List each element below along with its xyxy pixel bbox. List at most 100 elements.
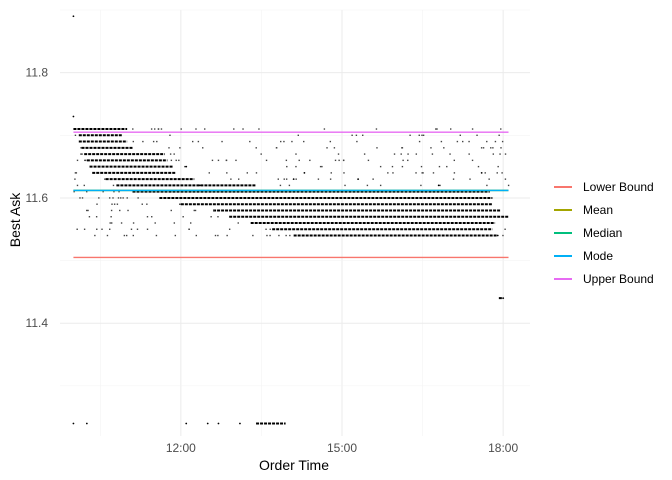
- scatter-noise-point: [492, 147, 494, 149]
- scatter-noise-point: [111, 222, 113, 224]
- scatter-noise-point: [184, 165, 186, 168]
- scatter-noise-point: [168, 147, 170, 149]
- scatter-noise-point: [338, 159, 340, 162]
- scatter-noise-point: [84, 159, 87, 162]
- scatter-noise-point: [233, 128, 235, 130]
- legend-label-upper-bound: Upper Bound: [583, 272, 654, 286]
- scatter-noise-point: [170, 159, 173, 162]
- scatter-noise-point: [157, 128, 160, 130]
- scatter-noise-point: [86, 190, 88, 193]
- scatter-noise-point: [446, 165, 448, 168]
- scatter-noise-point: [154, 128, 156, 130]
- scatter-point: [85, 422, 88, 425]
- scatter-noise-point: [83, 228, 86, 230]
- scatter-noise-point: [351, 134, 353, 136]
- scatter-noise-point: [502, 234, 504, 237]
- scatter-point: [303, 171, 306, 174]
- scatter-noise-point: [87, 209, 89, 212]
- scatter-noise-point: [110, 209, 113, 212]
- scatter-noise-point: [235, 159, 237, 162]
- scatter-noise-point: [490, 147, 492, 149]
- scatter-noise-point: [501, 140, 504, 143]
- scatter-noise-point: [459, 134, 461, 136]
- scatter-noise-point: [418, 134, 420, 136]
- scatter-noise-point: [453, 172, 456, 174]
- legend-label-median: Median: [583, 226, 622, 240]
- scatter-noise-point: [210, 216, 212, 218]
- scatter-noise-point: [500, 147, 502, 149]
- scatter-noise-point: [217, 234, 219, 237]
- scatter-noise-point: [456, 140, 459, 143]
- scatter-noise-point: [439, 184, 441, 187]
- scatter-noise-point: [450, 128, 452, 130]
- scatter-noise-point: [344, 184, 346, 187]
- scatter-noise-point: [258, 128, 260, 130]
- y-tick-label: 11.4: [26, 316, 49, 330]
- scatter-noise-point: [104, 178, 106, 180]
- scatter-noise-point: [504, 178, 507, 180]
- scatter-noise-point: [430, 147, 432, 149]
- scatter-noise-point: [356, 140, 358, 143]
- scatter-noise-point: [106, 234, 109, 237]
- scatter-noise-point: [476, 134, 478, 136]
- scatter-noise-point: [418, 140, 421, 143]
- legend: Lower Bound Mean Median Mode Upper Bound: [554, 180, 654, 286]
- scatter-noise-point: [468, 153, 470, 155]
- scatter-noise-point: [337, 153, 340, 155]
- scatter-noise-point: [108, 197, 111, 199]
- scatter-point: [198, 184, 201, 187]
- scatter-noise-point: [330, 172, 332, 174]
- scatter-noise-point: [401, 165, 404, 168]
- scatter-noise-point: [213, 209, 215, 212]
- y-axis-title: Best Ask: [7, 192, 23, 247]
- scatter-noise-point: [288, 184, 291, 187]
- scatter-noise-point: [501, 172, 503, 174]
- scatter-noise-point: [319, 165, 322, 168]
- scatter-noise-point: [190, 222, 192, 224]
- scatter-noise-point: [146, 203, 148, 205]
- scatter-noise-point: [74, 134, 77, 136]
- scatter-noise-point: [329, 178, 332, 180]
- scatter-noise-point: [415, 153, 418, 155]
- y-axis-ticks: 11.4 11.6 11.8: [26, 66, 49, 331]
- scatter-noise-point: [488, 178, 490, 180]
- scatter-noise-point: [73, 190, 75, 193]
- scatter-noise-point: [468, 140, 470, 143]
- scatter-point: [502, 297, 505, 300]
- scatter-noise-point: [170, 209, 172, 212]
- scatter-noise-point: [471, 159, 474, 162]
- scatter-noise-point: [156, 140, 158, 143]
- scatter-noise-point: [362, 134, 364, 136]
- scatter-noise-point: [279, 184, 282, 187]
- scatter-noise-point: [180, 128, 182, 130]
- scatter-noise-point: [422, 172, 424, 174]
- scatter-noise-point: [436, 128, 438, 130]
- scatter-noise-point: [194, 209, 197, 212]
- scatter-point: [357, 178, 360, 181]
- scatter-noise-point: [136, 228, 139, 230]
- scatter-noise-point: [132, 234, 135, 237]
- scatter-noise-point: [249, 140, 251, 143]
- scatter-noise-point: [275, 147, 278, 149]
- scatter-noise-point: [137, 197, 139, 199]
- scatter-noise-point: [132, 128, 134, 130]
- scatter-noise-point: [130, 228, 133, 230]
- scatter-noise-point: [195, 128, 197, 130]
- scatter-noise-point: [96, 228, 98, 230]
- scatter-noise-point: [376, 147, 378, 149]
- scatter-noise-point: [208, 172, 210, 174]
- scatter-noise-point: [420, 165, 423, 168]
- scatter-noise-point: [76, 184, 79, 187]
- legend-label-mean: Mean: [583, 203, 613, 217]
- scatter-noise-point: [74, 178, 76, 180]
- scatter-noise-point: [255, 147, 257, 149]
- scatter-noise-point: [421, 134, 423, 136]
- scatter-noise-point: [421, 172, 423, 174]
- scatter-noise-point: [420, 184, 422, 187]
- scatter-noise-point: [81, 153, 83, 155]
- scatter-noise-point: [498, 134, 500, 136]
- scatter-noise-point: [289, 234, 291, 237]
- scatter-noise-point: [76, 159, 79, 162]
- scatter-noise-point: [202, 147, 204, 149]
- scatter-noise-point: [387, 172, 389, 174]
